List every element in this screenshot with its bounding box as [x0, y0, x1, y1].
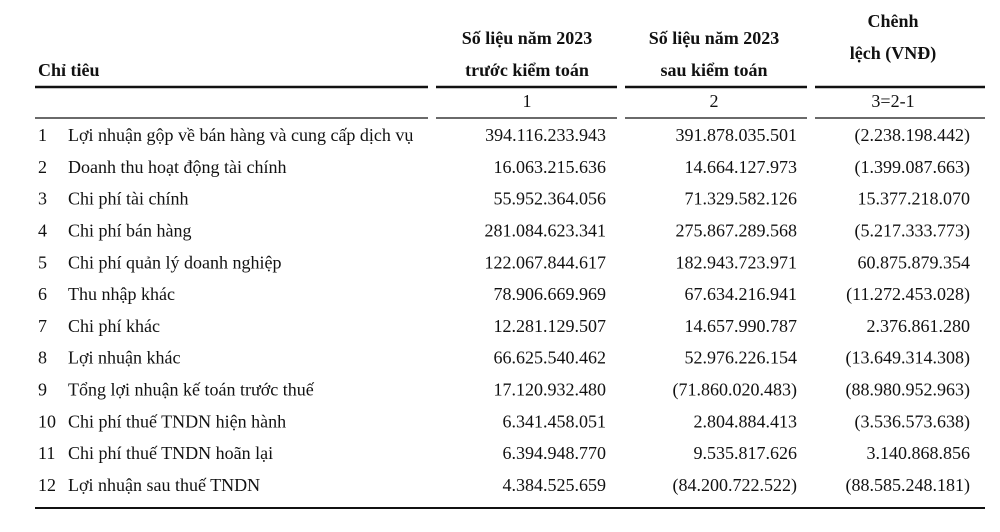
column-header: sau kiểm toán [660, 60, 767, 80]
difference: (2.238.198.442) [855, 125, 971, 146]
value-before-audit: 78.906.669.969 [494, 284, 607, 304]
row-number: 12 [38, 475, 56, 495]
value-after-audit: 71.329.582.126 [685, 189, 798, 209]
value-after-audit: 9.535.817.626 [694, 443, 798, 463]
row-label: Chi phí bán hàng [68, 221, 192, 241]
row-label: Chi phí thuế TNDN hoãn lại [68, 443, 273, 463]
column-header: lệch (VNĐ) [850, 43, 936, 64]
value-after-audit: 67.634.216.941 [685, 284, 798, 304]
row-number: 4 [38, 221, 47, 241]
row-number: 11 [38, 443, 55, 463]
row-number: 7 [38, 316, 47, 336]
difference: (13.649.314.308) [846, 348, 971, 369]
value-before-audit: 55.952.364.056 [494, 189, 607, 209]
difference: 60.875.879.354 [858, 252, 971, 272]
column-header: trước kiểm toán [465, 60, 589, 80]
row-label: Thu nhập khác [68, 284, 175, 304]
value-before-audit: 4.384.525.659 [503, 475, 607, 495]
value-after-audit: 275.867.289.568 [676, 221, 798, 241]
value-before-audit: 16.063.215.636 [494, 157, 607, 177]
difference: (88.585.248.181) [846, 475, 971, 496]
row-label: Chi phí quản lý doanh nghiệp [68, 252, 281, 272]
value-before-audit: 6.394.948.770 [503, 443, 607, 463]
row-label: Chi phí khác [68, 316, 160, 336]
value-after-audit: (71.860.020.483) [673, 380, 798, 401]
row-label: Lợi nhuận gộp về bán hàng và cung cấp dị… [68, 125, 413, 145]
row-number: 8 [38, 348, 47, 368]
difference: (3.536.573.638) [855, 411, 971, 432]
difference: (11.272.453.028) [846, 284, 970, 305]
value-before-audit: 281.084.623.341 [485, 221, 607, 241]
row-number: 5 [38, 252, 47, 272]
column-header: Chênh [867, 11, 918, 31]
column-header: Số liệu năm 2023 [649, 28, 780, 48]
value-after-audit: 14.657.990.787 [685, 316, 798, 336]
row-number: 10 [38, 411, 56, 431]
value-before-audit: 17.120.932.480 [494, 380, 607, 400]
value-after-audit: 182.943.723.971 [676, 252, 798, 272]
difference: (1.399.087.663) [855, 157, 971, 178]
difference: 2.376.861.280 [867, 316, 971, 336]
row-number: 3 [38, 189, 47, 209]
row-number: 2 [38, 157, 47, 177]
row-label: Doanh thu hoạt động tài chính [68, 157, 286, 177]
column-index: 3=2-1 [871, 91, 914, 111]
value-before-audit: 12.281.129.507 [494, 316, 607, 336]
column-header: Số liệu năm 2023 [462, 28, 593, 48]
difference: (88.980.952.963) [846, 380, 971, 401]
value-before-audit: 66.625.540.462 [494, 348, 607, 368]
value-before-audit: 122.067.844.617 [485, 252, 607, 272]
row-label: Lợi nhuận khác [68, 348, 180, 368]
value-before-audit: 6.341.458.051 [503, 411, 607, 431]
column-header: Chỉ tiêu [38, 60, 100, 80]
row-number: 6 [38, 284, 47, 304]
value-after-audit: 2.804.884.413 [694, 411, 798, 431]
difference: (5.217.333.773) [855, 221, 971, 242]
column-index: 2 [710, 91, 719, 111]
difference: 15.377.218.070 [858, 189, 971, 209]
row-label: Lợi nhuận sau thuế TNDN [68, 475, 260, 495]
row-label: Tổng lợi nhuận kế toán trước thuế [68, 380, 315, 400]
value-after-audit: 14.664.127.973 [685, 157, 798, 177]
row-label: Chi phí thuế TNDN hiện hành [68, 411, 286, 431]
row-label: Chi phí tài chính [68, 189, 189, 209]
difference: 3.140.868.856 [867, 443, 971, 463]
value-after-audit: 391.878.035.501 [676, 125, 798, 145]
value-after-audit: (84.200.722.522) [673, 475, 798, 496]
column-index: 1 [523, 91, 532, 111]
row-number: 1 [38, 125, 47, 145]
value-after-audit: 52.976.226.154 [685, 348, 798, 368]
row-number: 9 [38, 380, 47, 400]
value-before-audit: 394.116.233.943 [485, 125, 606, 145]
